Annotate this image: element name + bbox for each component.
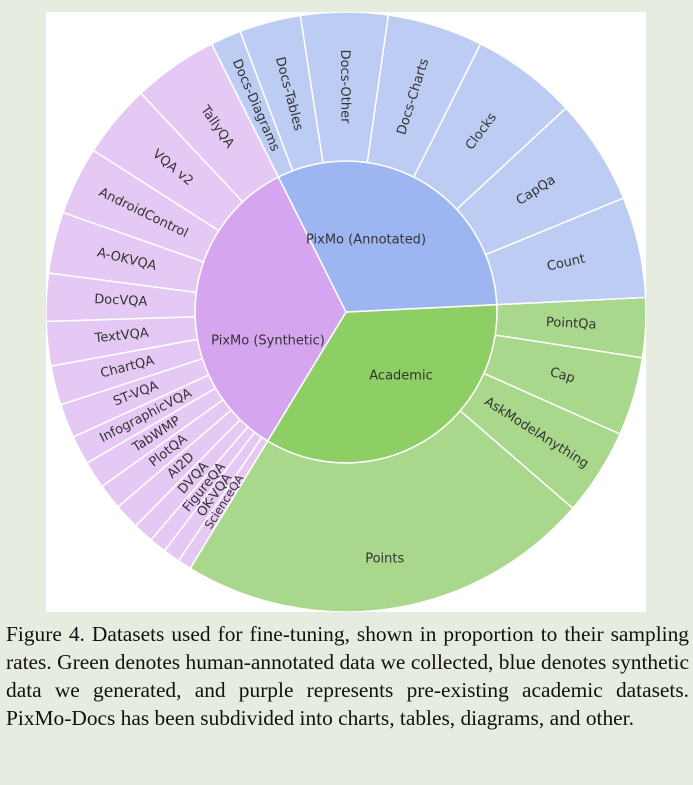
segment-points bbox=[189, 409, 574, 612]
segment-label-pointqa: PointQa bbox=[546, 315, 597, 333]
segment-label-points: Points bbox=[365, 551, 404, 566]
segment-label-docvqa: DocVQA bbox=[94, 292, 148, 310]
sector-label-pixmo-synthetic: PixMo (Synthetic) bbox=[211, 334, 325, 349]
sunburst-chart: PixMo (Annotated)PointQaCapAskModelAnyth… bbox=[46, 12, 646, 612]
segment-count bbox=[484, 197, 646, 306]
sector-label-academic: Academic bbox=[369, 369, 432, 384]
segment-label-cap: Cap bbox=[548, 365, 577, 387]
segment-label-textvqa: TextVQA bbox=[93, 326, 150, 347]
sector-label-pixmo-annotated: PixMo (Annotated) bbox=[306, 233, 426, 248]
segment-label-docs-other: Docs-Other bbox=[337, 50, 352, 125]
sunburst-chart-panel: PixMo (Annotated) PointQa Cap AskModelAnyth… bbox=[46, 12, 646, 612]
figure-caption: Figure 4. Datasets used for fine-tuning,… bbox=[6, 622, 689, 730]
